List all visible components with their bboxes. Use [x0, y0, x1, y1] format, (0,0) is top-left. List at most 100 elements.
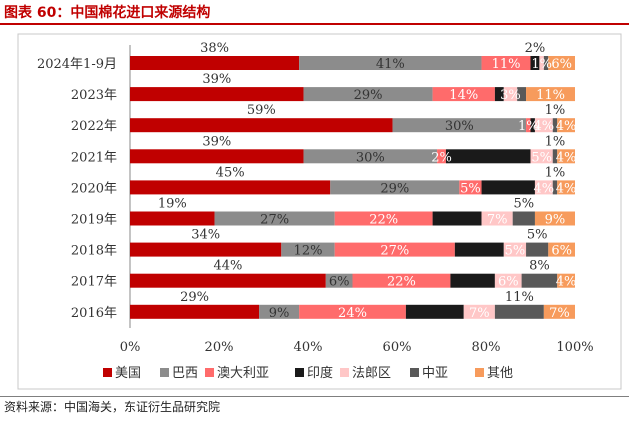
segment-label: 27%: [380, 244, 409, 259]
segment-label: 5%: [531, 150, 552, 165]
bar-segment: [503, 87, 518, 102]
bar-segment: [459, 180, 482, 195]
bar-segment: [130, 56, 300, 70]
bar-segment: [557, 149, 575, 164]
bar-segment: [352, 273, 451, 288]
segment-label: 38%: [200, 41, 229, 56]
category-label: 2019年: [71, 213, 117, 228]
bar-segment: [557, 273, 575, 288]
segment-label: 29%: [180, 290, 209, 305]
segment-label: 2%: [431, 150, 452, 165]
category-label: 2018年: [71, 244, 117, 259]
segment-label: 1%: [518, 119, 539, 134]
legend-label: 中亚: [422, 366, 448, 381]
bar-segment: [450, 273, 495, 288]
bar-segment: [552, 180, 558, 195]
legend-swatch: [160, 368, 169, 377]
bar-segment: [526, 87, 575, 102]
segment-label: 7%: [549, 306, 570, 321]
category-label: 2020年: [71, 181, 117, 196]
x-tick-label: 40%: [294, 340, 323, 355]
bar-segment: [299, 56, 482, 70]
bar-segment: [130, 304, 260, 319]
segment-label: 4%: [556, 181, 577, 196]
legend-swatch: [205, 368, 214, 377]
bar-segment: [526, 118, 531, 133]
segment-label: 39%: [202, 134, 231, 149]
segment-label: 1%: [545, 165, 566, 180]
bar-segment: [130, 118, 393, 133]
segment-label: 14%: [449, 88, 478, 103]
segment-label: 12%: [294, 244, 323, 259]
segment-label: 4%: [556, 119, 577, 134]
footer-rule: [0, 396, 629, 397]
legend-label: 其他: [487, 366, 513, 381]
segment-label: 6%: [551, 244, 572, 259]
bar-segment: [548, 242, 575, 257]
bar-segment: [512, 211, 535, 226]
bar-segment: [330, 180, 460, 195]
x-tick-label: 20%: [205, 340, 234, 355]
segment-label: 1%: [545, 134, 566, 149]
segment-label: 22%: [387, 275, 416, 290]
bar-segment: [281, 242, 335, 257]
legend: 美国 巴西 澳大利亚 印度 法郎区 中亚 其他: [103, 365, 513, 381]
bar-segment: [392, 118, 527, 133]
bar-segment: [432, 211, 482, 226]
bar-segment: [405, 304, 464, 319]
bar-segment: [534, 211, 575, 226]
x-axis-ticks: 0% 20% 40% 60% 80% 100%: [120, 340, 594, 355]
segment-label: 39%: [202, 72, 231, 87]
category-label: 2022年: [71, 119, 117, 134]
segment-label: 4%: [534, 181, 555, 196]
stacked-bar-chart: 38%41% 11%2%1% 6%39%29% 14% 3% 11%59%30% 1%4%1…: [17, 33, 622, 390]
bar-segment: [130, 211, 215, 226]
bar-segment: [526, 242, 549, 257]
legend-swatch: [475, 368, 484, 377]
chart-border: [17, 33, 622, 390]
segment-label: 29%: [354, 88, 383, 103]
bar-segment: [521, 273, 558, 288]
category-label: 2017年: [71, 275, 117, 290]
segment-label: 11%: [505, 290, 534, 305]
bar-segment: [534, 118, 553, 133]
bar-segment: [481, 211, 513, 226]
bar-segment: [534, 180, 553, 195]
segment-label: 59%: [247, 103, 276, 118]
segment-label: 2%: [525, 41, 546, 56]
x-tick-label: 0%: [120, 340, 141, 355]
legend-label: 法郎区: [352, 366, 391, 381]
bar-segment: [214, 211, 335, 226]
legend-label: 澳大利亚: [217, 365, 269, 381]
segment-label: 29%: [380, 181, 409, 196]
segment-label: 27%: [260, 213, 289, 228]
bar-segment: [130, 149, 304, 164]
segment-label: 5%: [505, 244, 526, 259]
bar-segment: [557, 180, 575, 195]
bar-segment: [494, 304, 544, 319]
bar-segment: [530, 118, 535, 133]
bar-segment: [494, 273, 522, 288]
category-label: 2016年: [71, 306, 117, 321]
segment-label: 11%: [492, 57, 521, 72]
bar-segment: [130, 180, 331, 195]
bar-segment: [543, 56, 549, 70]
segment-label: 6%: [551, 57, 572, 72]
segment-label: 45%: [216, 165, 245, 180]
bar-segment: [437, 149, 446, 164]
bar-segment: [481, 180, 535, 195]
segment-labels: 38%41% 11%2%1% 6%39%29% 14% 3% 11%59%30% 1%4%1…: [158, 41, 577, 321]
legend-label: 巴西: [172, 366, 198, 381]
segment-label: 11%: [536, 88, 565, 103]
bar-segment: [530, 56, 540, 70]
segment-label: 24%: [338, 306, 367, 321]
bar-segment: [454, 242, 504, 257]
legend-label: 美国: [115, 366, 141, 381]
bar-segment: [259, 304, 300, 319]
bar-segment: [303, 87, 433, 102]
bar-segment: [530, 149, 553, 164]
segment-label: 44%: [213, 259, 242, 274]
title-rule: [0, 23, 629, 25]
segment-label: 30%: [356, 150, 385, 165]
bar-segment: [334, 211, 433, 226]
